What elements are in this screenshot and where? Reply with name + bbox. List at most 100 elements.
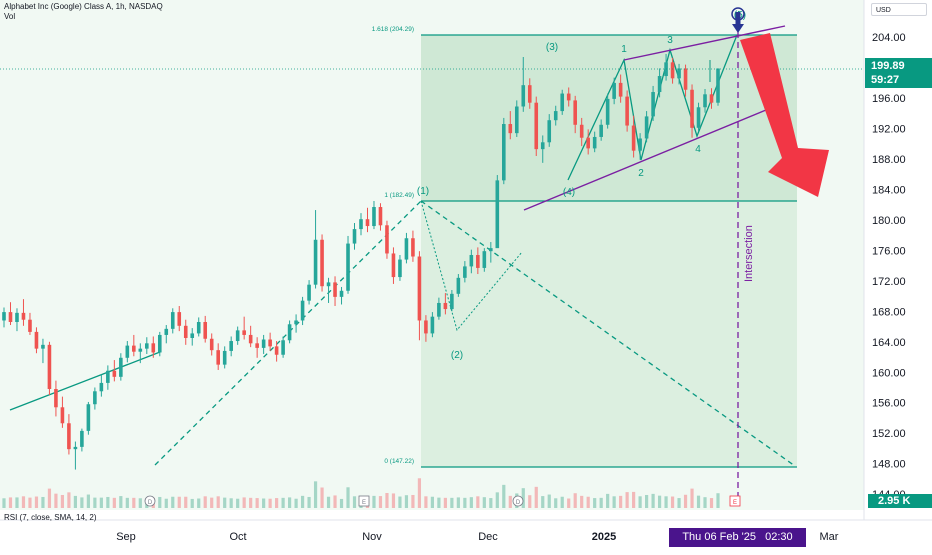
bearish-arrow[interactable] — [740, 33, 829, 197]
volume-bar — [703, 497, 707, 508]
candle-body — [229, 341, 233, 351]
volume-bar — [307, 496, 311, 508]
candle-body — [313, 239, 318, 285]
intersection-marker[interactable] — [731, 7, 745, 33]
volume-bar — [177, 496, 181, 508]
candle-body — [157, 334, 162, 353]
time-label-2025: 2025 — [592, 531, 616, 543]
volume-bar — [41, 496, 45, 508]
price-tick-label: 152.00 — [872, 428, 906, 440]
event-marker[interactable]: D — [144, 495, 156, 507]
candle-body — [99, 382, 104, 392]
event-marker[interactable]: E — [358, 495, 370, 507]
candle-body — [605, 98, 610, 125]
candle-body — [359, 219, 363, 230]
channel-lower-line[interactable] — [523, 109, 767, 211]
fib-label-1618: 1.618 (204.29) — [372, 26, 414, 33]
candle-body — [125, 345, 130, 358]
time-axis-labels: Sep Oct Nov Dec 2025 Mar — [116, 531, 839, 543]
candle-body — [644, 116, 649, 139]
candle-body — [60, 407, 65, 424]
candle-body — [566, 93, 571, 101]
bar-countdown: 59:27 — [871, 74, 900, 86]
candle-body — [716, 68, 720, 103]
wave-projection-down[interactable] — [420, 200, 796, 467]
volume-bar — [249, 497, 253, 508]
candle-body — [307, 284, 311, 301]
bearish-arrow-shape[interactable] — [740, 33, 829, 197]
subwave-path[interactable] — [567, 34, 738, 181]
volume-bar — [411, 494, 415, 508]
wave-label-2: (2) — [451, 350, 463, 361]
candle-body — [618, 82, 623, 97]
candle-body — [145, 343, 149, 349]
event-marker-text: E — [733, 500, 737, 506]
candle-body — [456, 277, 461, 294]
candle-body — [21, 312, 26, 320]
volume-bar — [164, 498, 168, 508]
volume-bar — [508, 495, 512, 508]
volume-bar — [300, 495, 305, 508]
subwave-label-1: 1 — [621, 44, 627, 55]
crosshair-time: 02:30 — [765, 531, 793, 543]
volume-bar — [80, 497, 84, 508]
price-tick-label: 148.00 — [872, 459, 906, 471]
candle-body — [183, 325, 188, 338]
currency-selector[interactable]: USD — [871, 3, 927, 16]
price-tick-label: 184.00 — [872, 185, 906, 197]
event-marker[interactable]: D — [512, 495, 524, 507]
volume-bar — [326, 496, 331, 508]
candle-body — [683, 68, 688, 90]
candle-body — [255, 343, 259, 348]
candle-body — [657, 76, 662, 93]
support-trendline[interactable] — [9, 351, 161, 411]
time-label-nov: Nov — [362, 531, 382, 543]
volume-bar — [430, 496, 434, 508]
candle-body — [437, 302, 441, 317]
candle-body — [2, 312, 6, 321]
candle-body — [638, 138, 642, 151]
candle-body — [80, 430, 84, 447]
candle-body — [385, 225, 389, 254]
volume-bar — [333, 495, 337, 508]
drawings[interactable] — [9, 22, 796, 498]
event-marker[interactable]: E — [729, 495, 741, 507]
volume-bar — [696, 495, 701, 508]
volume-bar — [197, 498, 201, 508]
candle-body — [346, 243, 350, 291]
arrow-down-icon — [732, 24, 744, 33]
volume-bar — [294, 498, 298, 508]
wave-2-path[interactable] — [420, 200, 523, 332]
candle-body — [482, 251, 487, 268]
candle-body — [631, 125, 636, 151]
candle-body — [138, 348, 143, 352]
arrow-down-shaft — [735, 12, 741, 25]
volume-bar — [255, 498, 259, 508]
volume-bar — [339, 498, 344, 508]
candle-body — [508, 124, 513, 134]
rsi-indicator-label[interactable]: RSI (7, close, SMA, 14, 2) — [4, 513, 97, 522]
volume-bar — [15, 497, 19, 508]
volume-bar — [437, 497, 441, 508]
wave-label-3: (3) — [546, 42, 558, 53]
volume-bar — [2, 498, 6, 508]
volume-bar — [619, 495, 623, 508]
volume-bar — [93, 497, 97, 508]
candle-body — [495, 180, 500, 249]
candle-body — [651, 92, 655, 117]
volume-label[interactable]: Vol — [4, 12, 16, 21]
symbol-title[interactable]: Alphabet Inc (Google) Class A, 1h, NASDA… — [4, 2, 163, 11]
channel-upper-line[interactable] — [623, 25, 786, 61]
volume-bar — [352, 496, 357, 508]
volume-bar — [560, 496, 564, 508]
volume-bar — [54, 493, 58, 508]
candle-body — [599, 124, 603, 137]
fib-levels[interactable]: 1.618 (204.29) 1 (182.49) 0 (147.22) — [372, 26, 797, 468]
volume-bar — [567, 498, 571, 508]
candle-body — [527, 85, 532, 103]
volume-bar — [456, 497, 460, 508]
event-markers[interactable]: D E D E — [144, 495, 741, 507]
volume-bar — [158, 496, 162, 508]
